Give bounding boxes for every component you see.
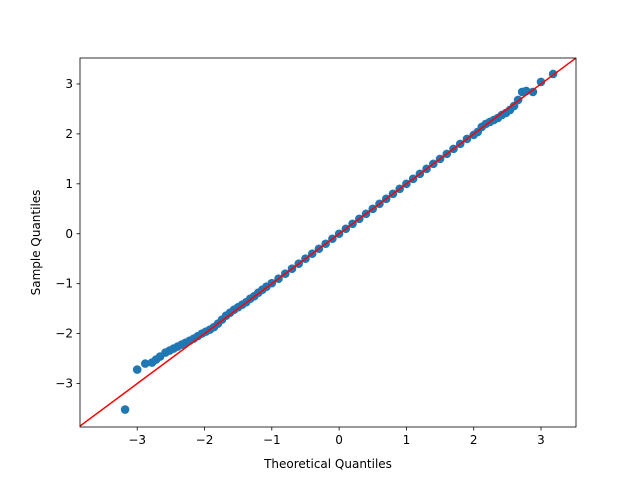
x-tick-label: 2 bbox=[470, 433, 478, 447]
x-axis-label: Theoretical Quantiles bbox=[263, 457, 392, 471]
x-axis: −3 −2 −1 0 1 2 3 bbox=[128, 427, 545, 447]
x-tick-label: 0 bbox=[335, 433, 343, 447]
data-point bbox=[536, 77, 546, 87]
data-point bbox=[140, 359, 150, 368]
y-axis-label: Sample Quantiles bbox=[29, 190, 43, 296]
x-tick-label: 1 bbox=[403, 433, 411, 447]
data-point bbox=[528, 87, 538, 97]
reference-line bbox=[80, 58, 576, 427]
y-tick-label: 1 bbox=[65, 177, 73, 191]
x-tick-label: −2 bbox=[196, 433, 214, 447]
plot-frame bbox=[79, 57, 577, 428]
x-tick-label: −1 bbox=[263, 433, 281, 447]
y-tick-label: 0 bbox=[65, 227, 73, 241]
x-tick-label: 3 bbox=[537, 433, 545, 447]
data-point bbox=[132, 365, 142, 374]
y-tick-label: −3 bbox=[55, 377, 73, 391]
y-tick-label: 2 bbox=[65, 127, 73, 141]
x-tick-label: −3 bbox=[128, 433, 146, 447]
y-tick-label: −2 bbox=[55, 327, 73, 341]
y-axis: −3 −2 −1 0 1 2 3 bbox=[55, 77, 80, 391]
y-tick-label: 3 bbox=[65, 77, 73, 91]
data-point bbox=[120, 405, 130, 414]
y-tick-label: −1 bbox=[55, 277, 73, 291]
